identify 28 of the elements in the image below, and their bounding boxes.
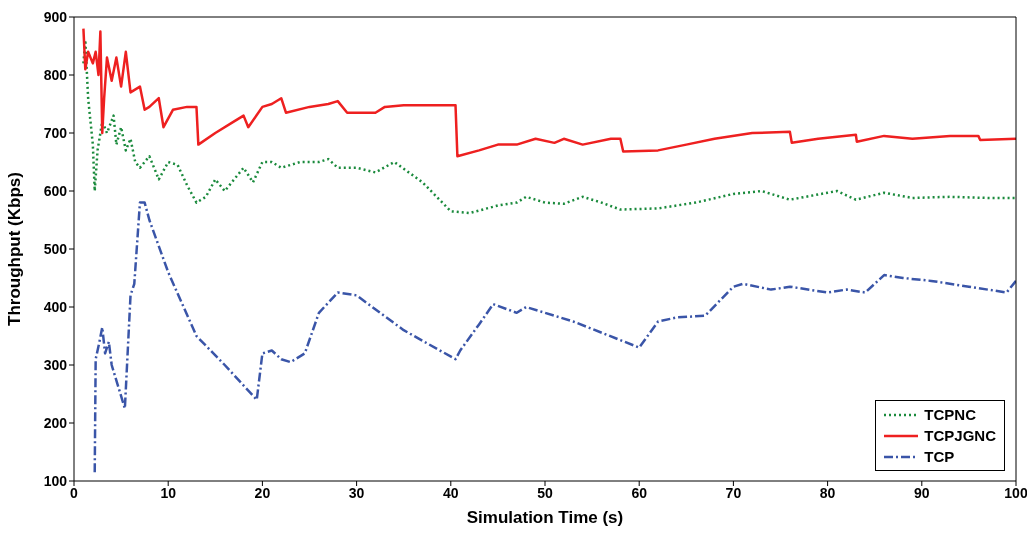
y-tick-label: 200: [43, 414, 68, 431]
line-series: [93, 201, 1016, 474]
legend-label: TCPNC: [924, 406, 976, 423]
y-tick-label: 300: [43, 356, 68, 373]
x-tick-label: 40: [443, 484, 459, 501]
x-tick-label: 0: [70, 484, 79, 501]
x-tick-label: 90: [914, 484, 930, 501]
y-tick-label: 600: [43, 182, 68, 199]
y-tick-label: 100: [43, 472, 68, 489]
legend-label: TCP: [924, 448, 955, 465]
x-tick-label: 80: [819, 484, 836, 501]
legend-label: TCPJGNC: [924, 427, 996, 444]
x-tick-label: 100: [1004, 484, 1028, 501]
y-tick-label: 900: [43, 8, 68, 25]
y-tick-label: 800: [43, 66, 68, 83]
x-tick-label: 60: [631, 484, 648, 501]
y-tick-label: 700: [43, 124, 68, 141]
x-axis-title: Simulation Time (s): [466, 508, 624, 527]
x-tick-label: 30: [348, 484, 365, 501]
line-series: [82, 38, 1016, 215]
y-axis-title: Throughput (Kbps): [5, 172, 25, 326]
x-tick-label: 20: [254, 484, 271, 501]
x-tick-label: 10: [160, 484, 177, 501]
line-series: [82, 27, 1016, 158]
y-tick-label: 400: [43, 298, 68, 315]
y-tick-label: 500: [43, 240, 68, 257]
x-tick-label: 70: [725, 484, 742, 501]
x-tick-label: 50: [537, 484, 553, 501]
